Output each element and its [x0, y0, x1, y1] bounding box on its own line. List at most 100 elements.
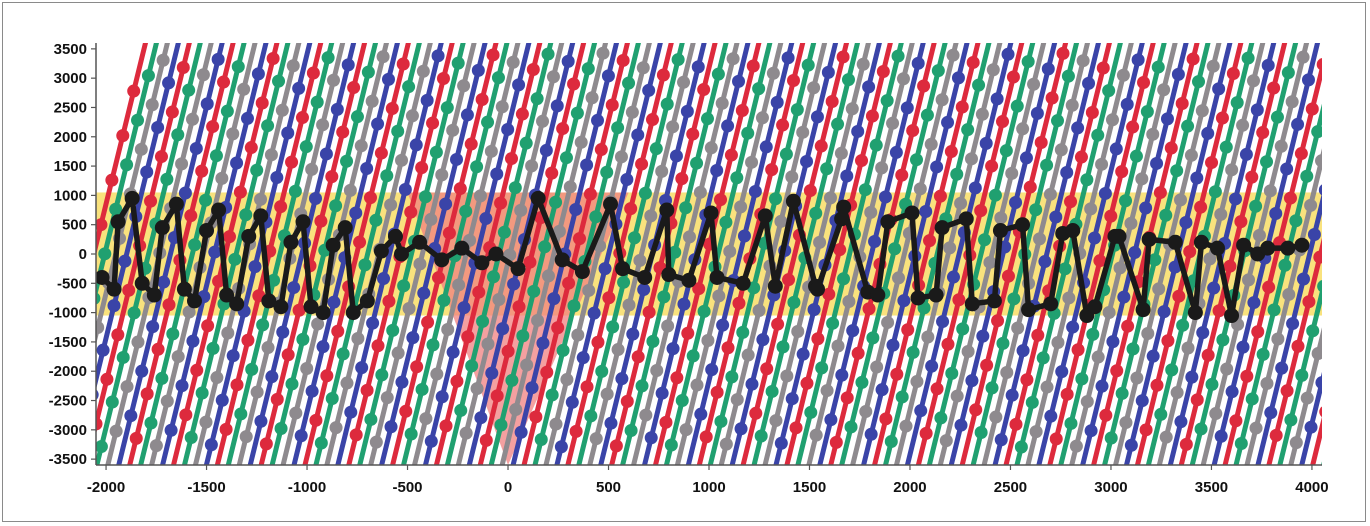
colored-series-point	[888, 242, 902, 256]
colored-series-point	[650, 364, 664, 378]
colored-series-point	[325, 391, 339, 405]
colored-series-point	[347, 81, 361, 95]
colored-series-point	[1285, 95, 1299, 109]
colored-series-point	[195, 164, 209, 178]
colored-series-point	[380, 391, 394, 405]
colored-series-point	[391, 346, 405, 360]
colored-series-point	[569, 424, 583, 438]
colored-series-point	[384, 198, 398, 212]
colored-series-point	[1225, 163, 1239, 177]
black-series-point	[1224, 308, 1240, 324]
colored-series-point	[399, 404, 413, 418]
colored-series-point	[461, 330, 475, 344]
colored-series-point	[1060, 387, 1074, 401]
colored-series-point	[846, 324, 860, 338]
colored-series-point	[552, 224, 566, 238]
colored-series-point	[1230, 96, 1244, 110]
colored-series-point	[991, 314, 1005, 328]
colored-series-line	[587, 43, 696, 465]
colored-series-point	[358, 258, 372, 272]
colored-series-point	[559, 151, 573, 165]
colored-series-point	[1080, 395, 1094, 409]
colored-series-point	[635, 379, 649, 393]
colored-series-point	[1289, 214, 1303, 228]
colored-series-point	[1196, 326, 1210, 340]
colored-series-point	[1337, 287, 1350, 300]
y-tick-label: -1500	[49, 334, 87, 351]
colored-series-point	[1282, 287, 1296, 301]
colored-series-point	[1296, 50, 1310, 64]
colored-series-point	[614, 150, 628, 164]
colored-series-point	[686, 349, 700, 363]
colored-series-point	[1135, 172, 1149, 186]
colored-series-point	[1110, 364, 1124, 378]
colored-series-point	[426, 338, 440, 352]
colored-series-point	[1363, 227, 1370, 240]
black-series-point	[574, 264, 590, 280]
colored-series-point	[1131, 53, 1145, 67]
colored-series-point	[563, 180, 577, 194]
colored-series-point	[261, 341, 275, 355]
colored-series-point	[264, 148, 278, 162]
black-series-point	[703, 205, 719, 221]
colored-series-point	[1126, 120, 1140, 134]
colored-series-point	[1337, 65, 1350, 78]
colored-series-point	[954, 418, 968, 432]
black-series-point	[229, 296, 245, 312]
colored-series-point	[1240, 369, 1254, 383]
colored-series-point	[201, 319, 215, 333]
colored-series-point	[1036, 351, 1050, 365]
colored-series-point	[549, 417, 563, 431]
x-tick-label: -1000	[288, 479, 326, 496]
colored-series-point	[526, 62, 540, 76]
colored-series-point	[864, 427, 878, 441]
colored-series-point	[208, 245, 222, 259]
colored-series-point	[655, 386, 669, 400]
colored-series-point	[545, 388, 559, 402]
colored-series-point	[831, 339, 845, 353]
colored-series-point	[781, 51, 795, 65]
colored-series-point	[1041, 62, 1055, 76]
colored-series-point	[556, 122, 570, 136]
black-series-point	[303, 299, 319, 315]
colored-series-point	[1267, 303, 1281, 317]
colored-series-point	[432, 271, 446, 285]
black-series-point	[659, 202, 675, 218]
colored-series-point	[371, 117, 385, 131]
colored-series-line	[1299, 371, 1322, 465]
colored-series-point	[504, 152, 518, 166]
colored-series-point	[1120, 97, 1134, 111]
colored-series-line	[1343, 31, 1370, 476]
colored-series-point	[1207, 281, 1221, 295]
colored-series-point	[1300, 391, 1314, 405]
colored-series-point	[752, 82, 766, 96]
black-series-point	[554, 252, 570, 268]
colored-series-point	[574, 135, 588, 149]
colored-series-point	[340, 154, 354, 168]
colored-series-point	[188, 238, 202, 252]
colored-series-point	[1104, 431, 1118, 445]
colored-series-point	[1033, 232, 1047, 246]
colored-series-point	[944, 145, 958, 159]
colored-series-point	[780, 369, 794, 383]
colored-series-point	[209, 149, 223, 163]
colored-series-point	[765, 384, 779, 398]
y-tick-label: 3500	[54, 41, 87, 58]
colored-series-point	[1175, 96, 1189, 110]
colored-series-point	[679, 201, 693, 215]
y-tick-label: 0	[79, 246, 87, 263]
colored-series-point	[666, 342, 680, 356]
black-series-point	[834, 211, 850, 227]
colored-series-point	[825, 94, 839, 108]
colored-series-point	[897, 294, 911, 308]
colored-series-line	[1277, 282, 1322, 465]
colored-series-point	[1203, 252, 1217, 266]
x-tick-label: 1000	[692, 479, 725, 496]
colored-series-point	[725, 370, 739, 384]
colored-series-point	[340, 376, 354, 390]
colored-series-line	[937, 43, 1047, 465]
colored-series-point	[741, 126, 755, 140]
colored-series-point	[704, 141, 718, 155]
black-series-point	[106, 281, 122, 297]
colored-series-point	[199, 415, 213, 429]
